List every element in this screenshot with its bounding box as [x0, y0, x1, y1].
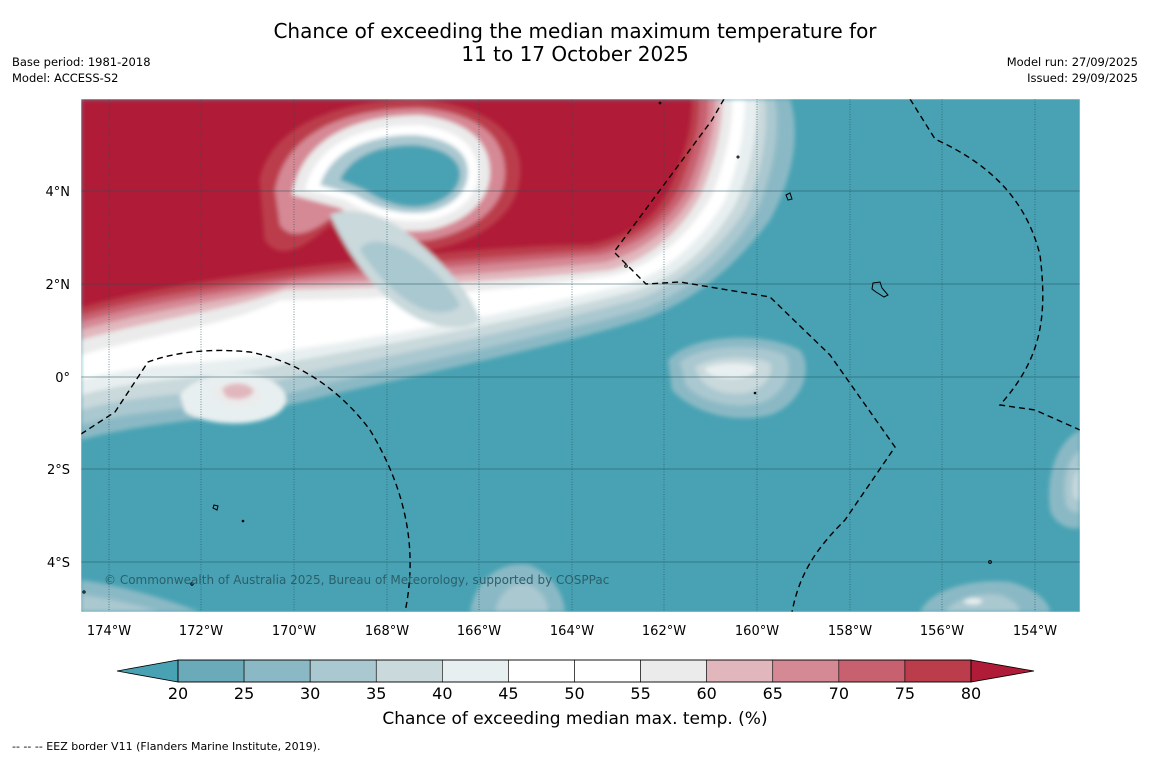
chart-title-line2: 11 to 17 October 2025 — [461, 42, 689, 66]
lon-label: 170°W — [272, 624, 316, 639]
lon-label: 166°W — [457, 624, 501, 639]
lat-label: 0° — [55, 371, 70, 386]
colorbar-title: Chance of exceeding median max. temp. (%… — [382, 709, 768, 729]
colorbar-tick-label: 75 — [894, 684, 916, 703]
colorbar-tick-label: 30 — [299, 684, 321, 703]
colorbar-segment — [640, 659, 707, 683]
colorbar-segment — [375, 659, 443, 683]
lat-label: 4°N — [46, 185, 71, 200]
colorbar-tick-label: 45 — [498, 684, 519, 703]
colorbar-tick-label: 65 — [762, 684, 783, 703]
colorbar-segment — [904, 659, 972, 683]
meta-right: Model run: 27/09/2025 Issued: 29/09/2025 — [1007, 54, 1138, 86]
colorbar — [116, 659, 1035, 683]
lat-label: 2°S — [47, 463, 70, 478]
lon-label: 172°W — [179, 624, 223, 639]
latitude-lines — [81, 190, 1080, 563]
chart-title-line1: Chance of exceeding the median maximum t… — [273, 19, 877, 43]
colorbar-segment — [706, 659, 774, 683]
lon-label: 160°W — [735, 624, 779, 639]
colorbar-segment — [177, 659, 245, 683]
lon-label: 174°W — [87, 624, 131, 639]
issued-text: Issued: 29/09/2025 — [1027, 71, 1138, 85]
colorbar-tick-label: 40 — [432, 684, 453, 703]
copyright-text: © Commonwealth of Australia 2025, Bureau… — [104, 573, 609, 587]
meta-left: Base period: 1981-2018 Model: ACCESS-S2 — [12, 54, 151, 86]
lon-tick-labels: 174°W 172°W 170°W 168°W 166°W 164°W 162°… — [87, 624, 1057, 639]
colorbar-tick-label: 80 — [960, 684, 982, 703]
colorbar-under-arrow — [116, 659, 179, 683]
probability-contours — [81, 99, 1080, 612]
colorbar-tick-label: 20 — [167, 684, 189, 703]
colorbar-segment — [508, 659, 575, 683]
lon-label: 154°W — [1013, 624, 1057, 639]
lat-label: 2°N — [46, 278, 71, 293]
lon-label: 158°W — [828, 624, 872, 639]
lat-tick-labels: 4°N 2°N 0° 2°S 4°S — [46, 185, 71, 571]
colorbar-tick-label: 55 — [630, 684, 651, 703]
model-text: Model: ACCESS-S2 — [12, 71, 119, 85]
colorbar-over-arrow — [970, 659, 1035, 683]
colorbar-tick-label: 70 — [828, 684, 849, 703]
colorbar-tick-label: 25 — [233, 684, 255, 703]
eez-footnote: -- -- -- EEZ border V11 (Flanders Marine… — [12, 740, 321, 753]
colorbar-tick-label: 35 — [366, 684, 387, 703]
colorbar-tick-label: 50 — [564, 684, 585, 703]
lon-label: 164°W — [550, 624, 594, 639]
lon-label: 168°W — [365, 624, 409, 639]
colorbar-segment — [243, 659, 311, 683]
lat-label: 4°S — [47, 556, 70, 571]
eez-borders — [81, 99, 1080, 612]
base-period-text: Base period: 1981-2018 — [12, 55, 151, 69]
lon-label: 162°W — [642, 624, 686, 639]
colorbar-segment — [838, 659, 906, 683]
islands — [82, 101, 992, 594]
model-run-text: Model run: 27/09/2025 — [1006, 55, 1138, 69]
colorbar-tick-label: 60 — [696, 684, 717, 703]
map-field — [81, 99, 1080, 612]
colorbar-segment — [442, 659, 509, 683]
map-frame — [80, 98, 1081, 613]
colorbar-outline — [177, 659, 972, 683]
colorbar-segment — [309, 659, 377, 683]
lon-label: 156°W — [920, 624, 964, 639]
colorbar-segment — [574, 659, 641, 683]
colorbar-segment — [772, 659, 840, 683]
